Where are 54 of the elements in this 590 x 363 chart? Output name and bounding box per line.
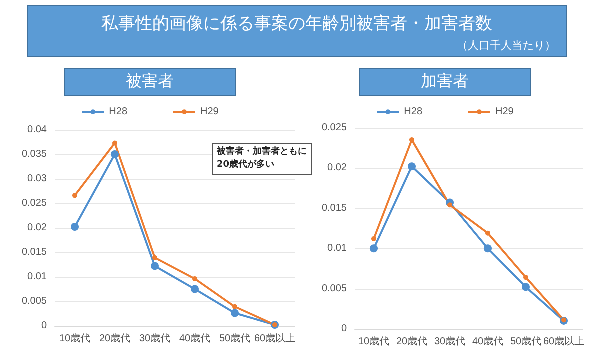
y-tick-label: 0.005: [22, 296, 48, 307]
y-tick-label: 0.035: [22, 149, 48, 160]
chart-title: 被害者: [126, 72, 174, 90]
y-tick-label: 0.01: [28, 272, 48, 282]
point: [111, 150, 119, 158]
x-tick-label: 10歳代: [358, 336, 390, 348]
legend-label: H28: [109, 106, 128, 118]
y-tick-label: 0.005: [322, 283, 348, 294]
point: [408, 162, 416, 171]
y-tick-label: 0.015: [22, 247, 48, 258]
point: [192, 276, 198, 282]
x-tick-label: 40歳代: [472, 336, 504, 348]
x-tick-label: 10歳代: [59, 332, 91, 344]
legend-label: H29: [200, 106, 220, 118]
x-tick-label: 50歳代: [219, 332, 251, 344]
point: [370, 244, 378, 253]
point: [151, 262, 159, 270]
x-tick-label: 30歳代: [434, 336, 466, 348]
point: [71, 223, 79, 232]
point: [152, 255, 158, 260]
y-tick-label: 0: [41, 320, 48, 332]
y-tick-label: 0.02: [328, 162, 348, 174]
x-tick-label: 60歳以上: [254, 332, 296, 344]
x-tick-label: 20歳代: [99, 332, 131, 344]
y-tick-label: 0.015: [322, 202, 348, 214]
point: [72, 193, 78, 198]
point: [524, 275, 528, 280]
x-tick-label: 40歳代: [179, 332, 211, 344]
y-tick-label: 0.025: [22, 198, 48, 209]
point: [484, 244, 492, 253]
y-tick-label: 0.03: [28, 174, 48, 184]
point: [372, 236, 376, 242]
point: [522, 283, 530, 292]
legend-label: H29: [496, 106, 514, 118]
x-tick-label: 30歳代: [139, 332, 171, 344]
point: [232, 304, 238, 310]
text: （人口千人当たり）: [457, 38, 556, 53]
point: [231, 309, 239, 318]
point: [112, 140, 118, 146]
y-tick-label: 0.01: [328, 243, 348, 254]
x-tick-label: 60歳以上: [543, 336, 585, 348]
chart-title: 加害者: [421, 72, 469, 90]
y-tick-label: 0.02: [28, 222, 48, 234]
y-tick-label: 0.025: [322, 122, 348, 134]
y-tick-label: 0.04: [28, 124, 48, 136]
text: 私事性的画像に係る事案の年齢別被害者・加害者数: [100, 13, 494, 35]
legend-label: H28: [404, 106, 423, 118]
x-tick-label: 20歳代: [396, 336, 428, 348]
point: [191, 285, 199, 294]
point: [486, 230, 490, 236]
annotation: 被害者・加害者ともに 20歳代が多い: [212, 143, 312, 175]
point: [448, 202, 452, 208]
x-tick-label: 50歳代: [510, 336, 542, 348]
y-tick-label: 0: [341, 324, 348, 334]
